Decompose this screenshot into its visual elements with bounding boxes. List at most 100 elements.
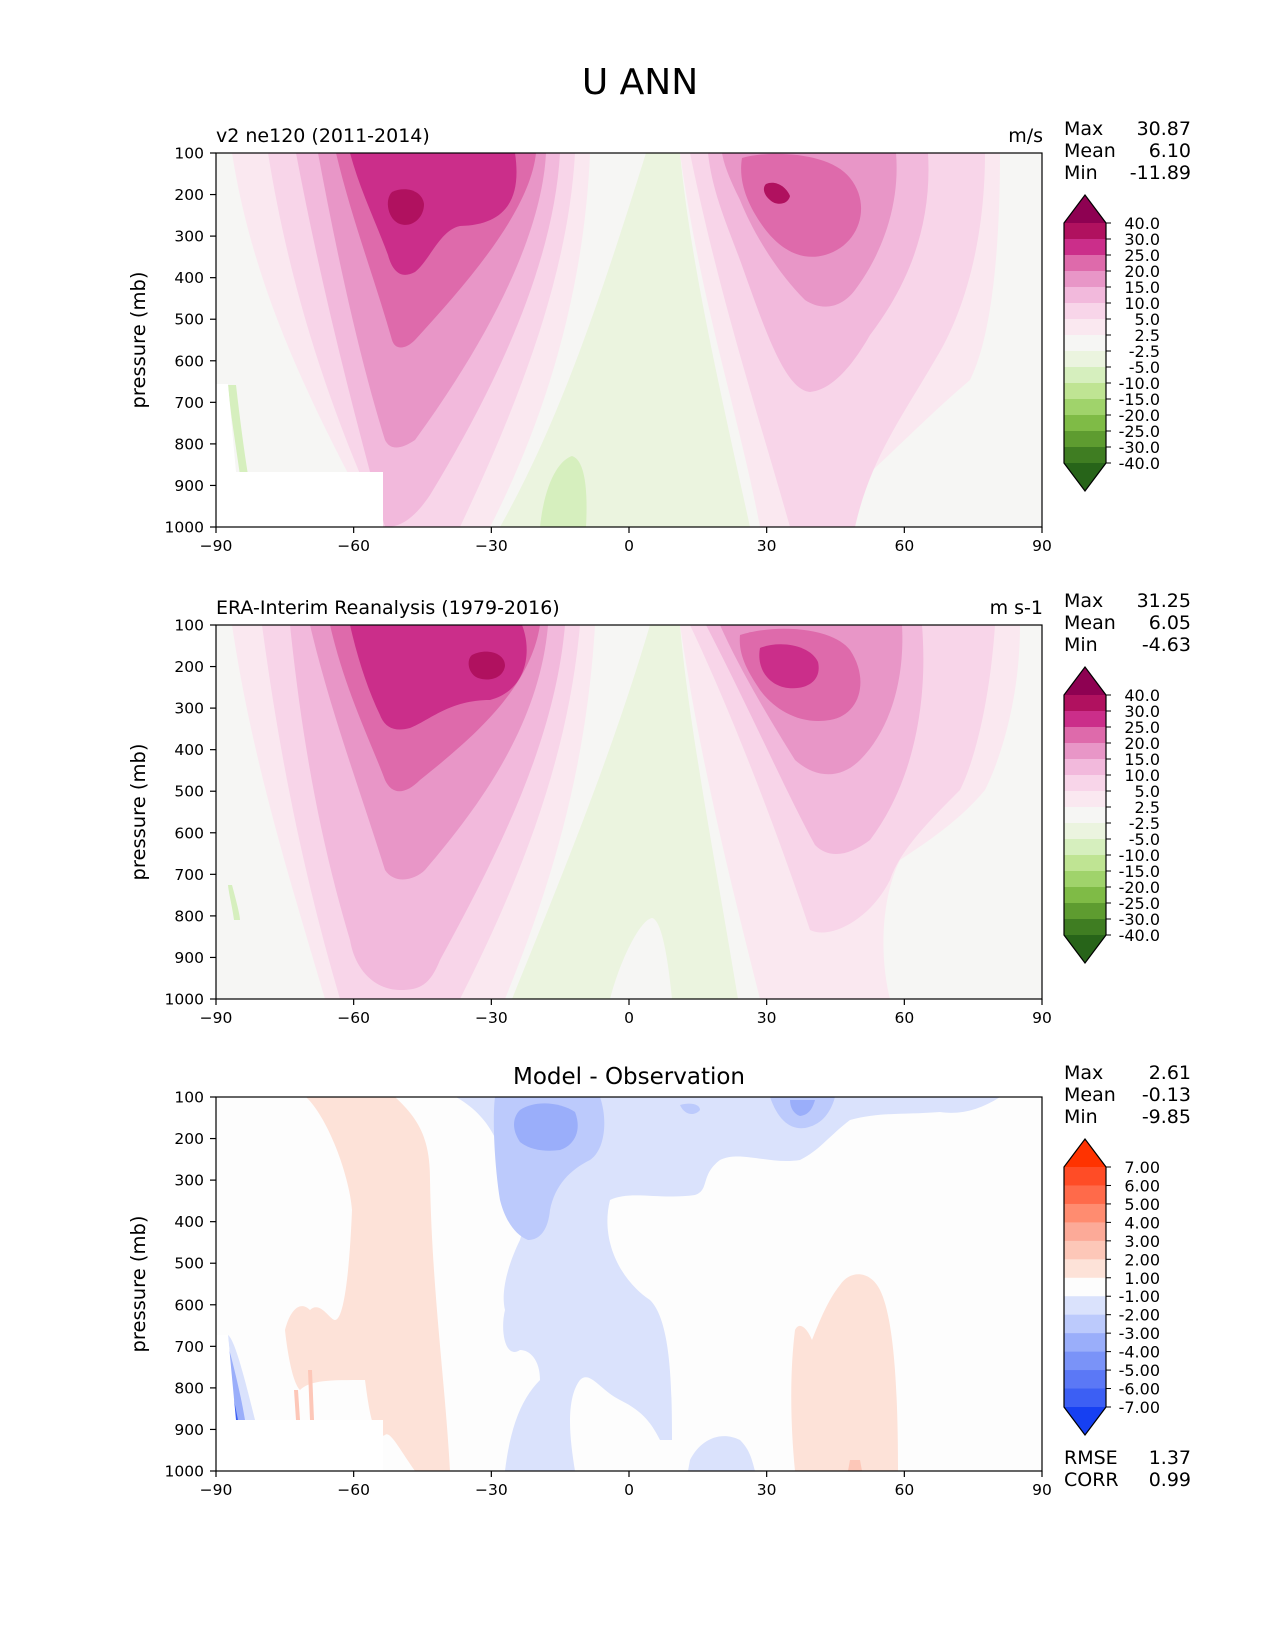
colorbar-label: 3.00 — [1124, 1232, 1160, 1251]
x-tick-label: 60 — [894, 1009, 914, 1027]
diff-panel: Model - Observation Max 2.61 Mean -0.13 … — [127, 1062, 1191, 1499]
colorbar-segment — [1064, 887, 1106, 904]
obs-ylabel: pressure (mb) — [127, 743, 150, 880]
colorbar-segment — [1064, 303, 1106, 320]
colorbar-segment — [1064, 1277, 1106, 1297]
y-tick-label: 300 — [174, 228, 204, 246]
x-tick-label: −90 — [200, 1009, 233, 1027]
colorbar-segment — [1064, 351, 1106, 368]
contour-neg-2-patch — [680, 1103, 700, 1115]
model-units: m/s — [1008, 125, 1043, 147]
colorbar-label: -10.0 — [1119, 846, 1160, 865]
obs-colorbar: 40.030.025.020.015.010.05.02.5-2.5-5.0-1… — [1063, 666, 1160, 964]
contour-neg-10-polar — [228, 885, 240, 920]
colorbar-segment — [1064, 415, 1106, 432]
colorbar-segment — [1064, 431, 1106, 448]
colorbar-segment — [1064, 1240, 1106, 1260]
y-tick-label: 100 — [174, 1089, 204, 1107]
diff-stats: Max 2.61 Mean -0.13 Min -9.85 RMSE 1.37 … — [1064, 1062, 1191, 1491]
x-tick-label: 30 — [757, 1481, 777, 1499]
colorbar-segment — [1064, 919, 1106, 936]
stat-min-label: Min — [1064, 162, 1098, 184]
colorbar-segment — [1064, 871, 1106, 888]
x-tick-label: 0 — [624, 1009, 634, 1027]
x-tick-label: −90 — [200, 1481, 233, 1499]
colorbar-label: -10.0 — [1119, 374, 1160, 393]
x-tick-label: 30 — [757, 1009, 777, 1027]
colorbar-label: -5.00 — [1119, 1361, 1160, 1380]
contour-pos-1-north — [791, 1274, 898, 1471]
rmse-value: 1.37 — [1149, 1447, 1191, 1469]
colorbar-label: -20.0 — [1119, 406, 1160, 425]
stat-mean-value: -0.13 — [1142, 1084, 1191, 1106]
x-tick-label: −90 — [200, 537, 233, 555]
y-tick-label: 700 — [174, 394, 204, 412]
stat-max-value: 31.25 — [1137, 590, 1191, 612]
y-tick-label: 900 — [174, 1421, 204, 1439]
stat-min-value: -4.63 — [1142, 634, 1191, 656]
colorbar-label: -4.00 — [1119, 1343, 1160, 1362]
colorbar-label: 25.0 — [1124, 246, 1160, 265]
contour-n-20 — [741, 153, 862, 257]
y-tick-label: 400 — [174, 741, 204, 759]
diff-ylabel: pressure (mb) — [127, 1215, 150, 1352]
colorbar-extend-max — [1064, 1139, 1106, 1167]
x-tick-label: −30 — [475, 1481, 508, 1499]
stat-mean-value: 6.10 — [1149, 140, 1191, 162]
model-ylabel: pressure (mb) — [127, 271, 150, 408]
y-tick-label: 600 — [174, 1296, 204, 1314]
model-contour-field — [216, 153, 1042, 527]
y-tick-label: 200 — [174, 186, 204, 204]
x-tick-label: −30 — [475, 1009, 508, 1027]
x-tick-label: −30 — [475, 537, 508, 555]
colorbar-label: -20.0 — [1119, 878, 1160, 897]
stat-mean-label: Mean — [1064, 612, 1116, 634]
colorbar-label: -5.0 — [1129, 358, 1160, 377]
x-tick-label: 60 — [894, 1481, 914, 1499]
colorbar-label: 30.0 — [1124, 230, 1160, 249]
colorbar-extend-max — [1064, 195, 1106, 223]
y-tick-label: 400 — [174, 269, 204, 287]
colorbar-segment — [1064, 839, 1106, 856]
contour-pos-2-north — [848, 1460, 862, 1471]
colorbar-segment — [1064, 287, 1106, 304]
diff-colorbar: 7.006.005.004.003.002.001.00-1.00-2.00-3… — [1063, 1138, 1160, 1436]
colorbar-label: 20.0 — [1124, 734, 1160, 753]
colorbar-segment — [1064, 1222, 1106, 1242]
y-tick-label: 200 — [174, 658, 204, 676]
colorbar-label: -1.00 — [1119, 1287, 1160, 1306]
colorbar-segment — [1064, 711, 1106, 728]
y-tick-label: 900 — [174, 949, 204, 967]
y-tick-label: 1000 — [165, 991, 204, 1009]
contour-n-25 — [759, 644, 819, 689]
contour-s-25 — [350, 153, 517, 275]
stat-mean-label: Mean — [1064, 140, 1116, 162]
colorbar-label: 1.00 — [1124, 1269, 1160, 1288]
colorbar-label: -15.0 — [1119, 862, 1160, 881]
colorbar-label: -2.5 — [1129, 814, 1160, 833]
y-tick-label: 1000 — [165, 519, 204, 537]
y-tick-label: 500 — [174, 1255, 204, 1273]
contour-neg-5 — [500, 153, 750, 527]
colorbar-segment — [1064, 239, 1106, 256]
colorbar-segment — [1064, 1185, 1106, 1205]
stat-min-value: -9.85 — [1142, 1106, 1191, 1128]
colorbar-segment — [1064, 1333, 1106, 1353]
x-tick-label: 90 — [1032, 537, 1052, 555]
colorbar-segment — [1064, 807, 1106, 824]
colorbar-label: -40.0 — [1119, 926, 1160, 945]
x-tick-label: 90 — [1032, 1481, 1052, 1499]
colorbar-segment — [1064, 271, 1106, 288]
model-panel-title: v2 ne120 (2011-2014) — [216, 125, 430, 147]
colorbar-label: -25.0 — [1119, 422, 1160, 441]
obs-stats: Max 31.25 Mean 6.05 Min -4.63 — [1064, 590, 1191, 656]
colorbar-segment — [1064, 1296, 1106, 1316]
colorbar-segment — [1064, 367, 1106, 384]
colorbar-segment — [1064, 1203, 1106, 1223]
colorbar-segment — [1064, 695, 1106, 712]
colorbar-segment — [1064, 383, 1106, 400]
contour-neg-3-mid — [514, 1103, 578, 1151]
colorbar-segment — [1064, 791, 1106, 808]
colorbar-segment — [1064, 775, 1106, 792]
